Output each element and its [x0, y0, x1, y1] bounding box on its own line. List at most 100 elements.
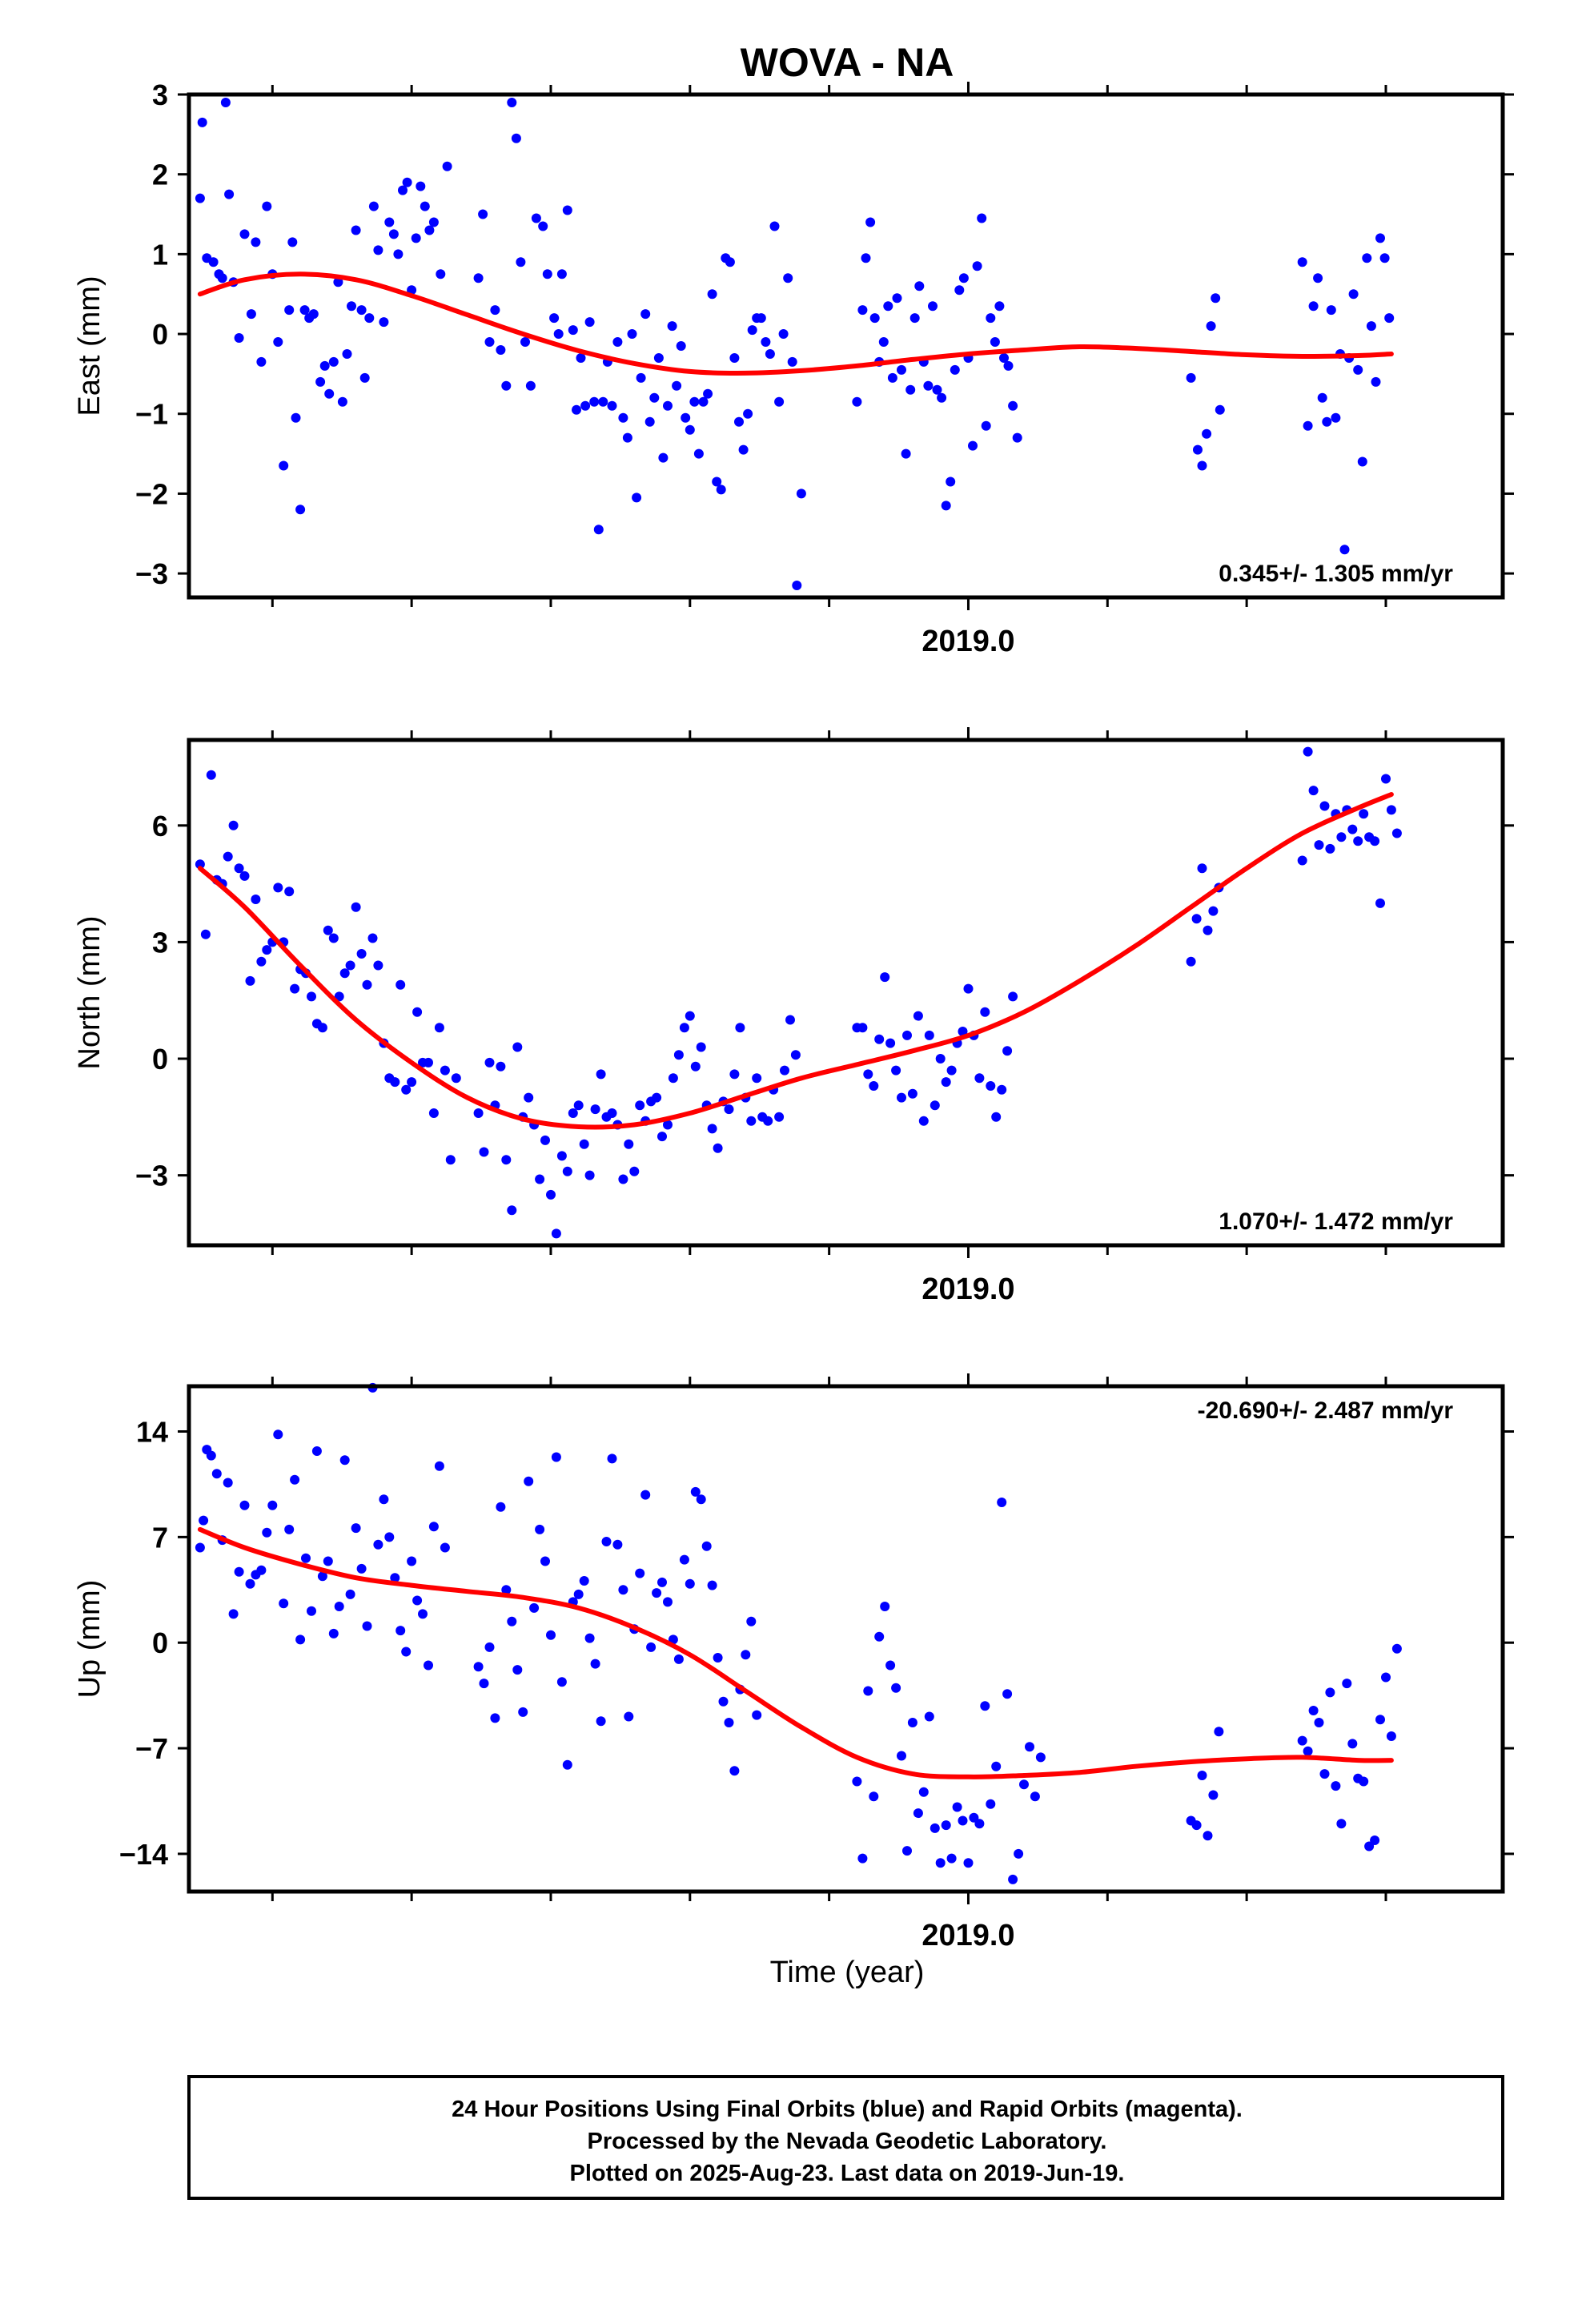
data-point [1308, 301, 1319, 312]
data-point [440, 1065, 450, 1076]
data-point [1364, 1841, 1375, 1852]
data-point [1035, 1752, 1046, 1763]
rate-annotation: -20.690+/- 2.487 mm/yr [1198, 1397, 1454, 1424]
data-point [568, 325, 578, 336]
data-point [1381, 1672, 1391, 1683]
y-tick-label: 6 [152, 810, 168, 842]
data-point [986, 1081, 996, 1091]
data-point [420, 201, 430, 211]
data-point [994, 301, 1005, 312]
data-point [424, 1057, 433, 1068]
data-point [607, 1454, 617, 1464]
data-point [741, 1650, 751, 1660]
data-point [535, 1524, 545, 1534]
data-point [1319, 1769, 1330, 1779]
data-point [907, 1088, 917, 1099]
data-point [696, 1042, 706, 1052]
data-point [556, 1151, 567, 1161]
data-point [262, 1527, 272, 1538]
data-point [490, 305, 500, 316]
data-point [761, 337, 771, 347]
data-point [195, 193, 205, 203]
data-point [679, 1023, 689, 1033]
data-point [783, 273, 793, 283]
data-point [572, 404, 581, 415]
data-point [963, 983, 974, 994]
data-point [290, 1474, 300, 1485]
data-point [1003, 360, 1014, 371]
data-point [958, 1815, 968, 1826]
data-point [518, 1707, 528, 1717]
data-point [897, 364, 906, 375]
data-points [195, 98, 1395, 590]
data-point [693, 448, 704, 459]
data-point [529, 1602, 540, 1613]
data-point [388, 229, 399, 239]
data-point [401, 1084, 412, 1095]
rate-annotation: 0.345+/- 1.305 mm/yr [1219, 561, 1453, 587]
data-points [195, 746, 1402, 1239]
data-point [673, 1050, 684, 1060]
data-point [553, 329, 564, 339]
data-point [211, 1469, 222, 1479]
data-point [958, 273, 969, 283]
data-point [562, 1759, 572, 1770]
data-point [416, 181, 426, 191]
data-point [1002, 1046, 1013, 1056]
data-point [1197, 1771, 1207, 1780]
data-point [239, 229, 250, 239]
data-point [869, 313, 880, 324]
data-point [780, 1065, 789, 1076]
data-point [941, 1820, 951, 1831]
data-point [342, 349, 352, 359]
data-point [347, 301, 356, 312]
data-point [930, 1100, 940, 1111]
data-point [857, 1853, 868, 1864]
y-tick-label: 0 [152, 1043, 168, 1076]
data-point [627, 329, 637, 339]
data-point [1202, 428, 1212, 439]
data-point [546, 1189, 556, 1200]
data-point [1336, 1819, 1347, 1829]
data-point [1206, 321, 1216, 332]
data-point [501, 1585, 512, 1595]
data-point [880, 972, 890, 983]
fit-curve [197, 1526, 1394, 1779]
data-point [1331, 412, 1341, 423]
data-point [267, 1500, 278, 1510]
data-point [663, 1597, 673, 1607]
data-point [765, 349, 775, 359]
data-point [1197, 863, 1207, 874]
data-point [968, 440, 978, 451]
data-point [245, 1578, 255, 1589]
data-point [324, 388, 335, 399]
data-point [941, 501, 951, 511]
data-point [774, 396, 785, 407]
data-point [1366, 321, 1376, 332]
data-point [946, 1853, 957, 1864]
y-tick-label: 3 [152, 78, 168, 111]
data-point [1370, 836, 1380, 846]
data-point [351, 225, 361, 235]
data-point [546, 1630, 556, 1640]
data-point [1191, 1820, 1202, 1831]
plot-frame [187, 92, 1505, 600]
data-point [328, 356, 339, 367]
data-point [713, 1653, 723, 1663]
data-point [484, 1642, 495, 1652]
data-point [924, 1030, 934, 1040]
plot-frame [187, 738, 1505, 1248]
data-point [256, 356, 267, 367]
y-tick-label: −7 [135, 1732, 168, 1765]
data-point [796, 489, 806, 499]
data-point [941, 1077, 951, 1088]
data-point [681, 412, 691, 423]
data-point [251, 237, 261, 247]
data-point [930, 1823, 940, 1833]
data-point [576, 353, 586, 363]
y-tick-label: 1 [152, 238, 168, 271]
data-point [584, 1633, 595, 1643]
data-point [724, 1104, 734, 1115]
data-point [239, 870, 250, 881]
